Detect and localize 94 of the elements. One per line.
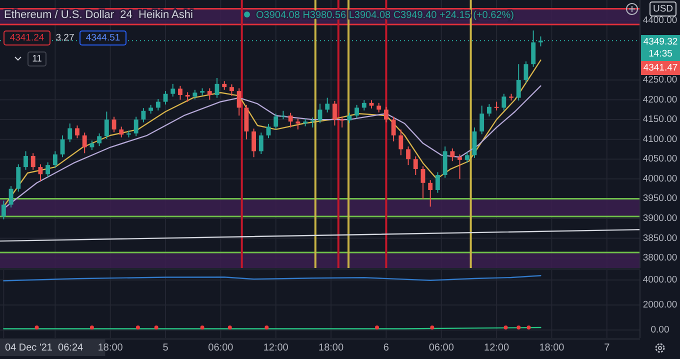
candlestick — [398, 128, 404, 156]
candlestick — [420, 166, 426, 200]
y-tick-label: 3800.00 — [642, 252, 678, 264]
candlestick — [472, 126, 477, 158]
candlestick — [252, 128, 256, 158]
candlestick — [288, 112, 293, 128]
candlestick — [274, 113, 278, 130]
x-tick-label: 18:00 — [318, 342, 344, 354]
candlestick — [134, 116, 138, 137]
y-tick-label: 4400.00 — [642, 15, 678, 26]
candlestick — [16, 164, 21, 192]
candlestick — [90, 140, 94, 151]
candlestick — [244, 104, 249, 140]
annotation: 11 — [32, 54, 42, 64]
candlestick — [486, 104, 492, 117]
y-tick-label: 3850.00 — [642, 232, 678, 244]
candlestick — [75, 124, 80, 139]
candlestick — [46, 162, 50, 178]
x-tick-label: 6 — [383, 342, 390, 354]
annotation: 4344.51 — [86, 32, 120, 44]
candlestick — [1, 200, 6, 220]
candlestick — [450, 148, 455, 162]
text: USD — [652, 4, 674, 14]
candlestick — [207, 88, 212, 100]
text: Ethereum / U.S. Dollar 24 Heikin Ashi — [4, 9, 193, 21]
candlestick — [178, 85, 182, 100]
text: 4341.47 — [643, 62, 678, 74]
candlestick — [442, 146, 448, 178]
candlestick — [192, 89, 198, 100]
x-tick-label: 12:00 — [263, 342, 289, 354]
x-tick-label: 12:00 — [484, 342, 510, 354]
candlestick — [406, 146, 410, 166]
candlestick — [296, 118, 300, 130]
y-tick-label: 4050.00 — [642, 154, 678, 165]
y-tick-label: 4150.00 — [642, 114, 678, 126]
y-tick-label: 4000.00 — [642, 173, 678, 184]
y-tick-label: 4250.00 — [642, 74, 678, 86]
candlestick — [480, 105, 484, 135]
candlestick — [516, 64, 521, 102]
candlestick — [214, 77, 220, 98]
candlestick — [413, 156, 418, 176]
annotation: 4341.24 — [10, 32, 44, 44]
x-tick-label: 7 — [604, 342, 610, 354]
y-tick-label: 4100.00 — [642, 134, 678, 145]
candlestick — [354, 104, 359, 119]
y-tick-label: 3950.00 — [642, 193, 678, 204]
x-tick-label: 5 — [162, 342, 169, 354]
candlestick — [325, 97, 330, 113]
candlestick — [340, 116, 344, 128]
y-tick-label: 4000.00 — [642, 274, 678, 286]
candlestick — [97, 132, 102, 147]
candlestick — [156, 98, 160, 111]
candlestick — [347, 112, 352, 124]
y-tick-label: 2000.00 — [642, 300, 678, 310]
candlestick — [464, 152, 470, 164]
y-tick-label: 4200.00 — [642, 94, 678, 106]
x-tick-label: 06:00 — [428, 342, 454, 354]
candlestick — [119, 126, 124, 138]
text: 14:35 — [648, 48, 672, 60]
candlestick — [52, 150, 58, 168]
candlestick — [30, 152, 36, 170]
candlestick — [60, 134, 65, 158]
y-tick-label: 0.00 — [650, 324, 670, 336]
candlestick — [266, 123, 271, 139]
candlestick — [68, 123, 72, 143]
candlestick — [435, 172, 440, 194]
candlestick — [258, 132, 264, 154]
candlestick — [362, 100, 366, 111]
x-tick-label: 04 Dec '21 06:24 — [5, 342, 84, 354]
candlestick — [494, 101, 499, 111]
candlestick — [104, 111, 109, 140]
annotation: 3.27 — [56, 32, 74, 44]
candlestick — [318, 103, 322, 124]
candlestick — [170, 83, 176, 98]
candlestick — [376, 102, 382, 113]
candlestick — [236, 88, 242, 116]
candlestick — [428, 180, 433, 208]
candlestick — [230, 84, 234, 96]
candlestick — [24, 150, 28, 170]
candlestick — [384, 106, 388, 123]
candlestick — [141, 108, 146, 123]
x-tick-label: 18:00 — [539, 342, 565, 354]
candlestick — [502, 93, 506, 111]
x-tick-label: 18:00 — [98, 342, 124, 354]
y-tick-label: 3900.00 — [642, 213, 678, 224]
text: 4349.32 — [643, 36, 678, 48]
candlestick — [524, 60, 528, 84]
candlestick — [82, 132, 87, 154]
x-tick-label: 06:00 — [208, 342, 234, 354]
candlestick — [185, 92, 190, 102]
candlestick — [332, 100, 337, 126]
candlestick — [391, 116, 396, 142]
candlestick — [458, 154, 462, 180]
candlestick — [112, 116, 116, 133]
